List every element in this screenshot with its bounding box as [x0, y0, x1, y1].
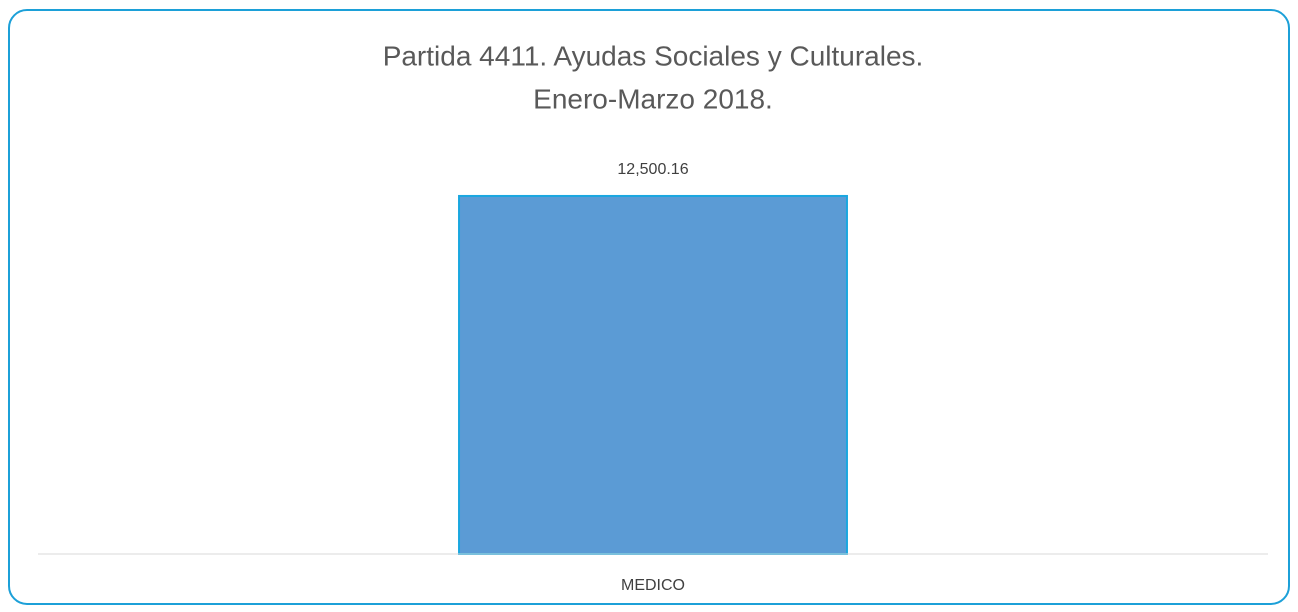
chart-subtitle: Enero-Marzo 2018.	[533, 83, 773, 114]
data-label: 12,500.16	[617, 161, 688, 178]
x-tick-label: MEDICO	[621, 577, 685, 594]
bar	[458, 194, 848, 555]
chart-title: Partida 4411. Ayudas Sociales y Cultural…	[383, 40, 924, 71]
